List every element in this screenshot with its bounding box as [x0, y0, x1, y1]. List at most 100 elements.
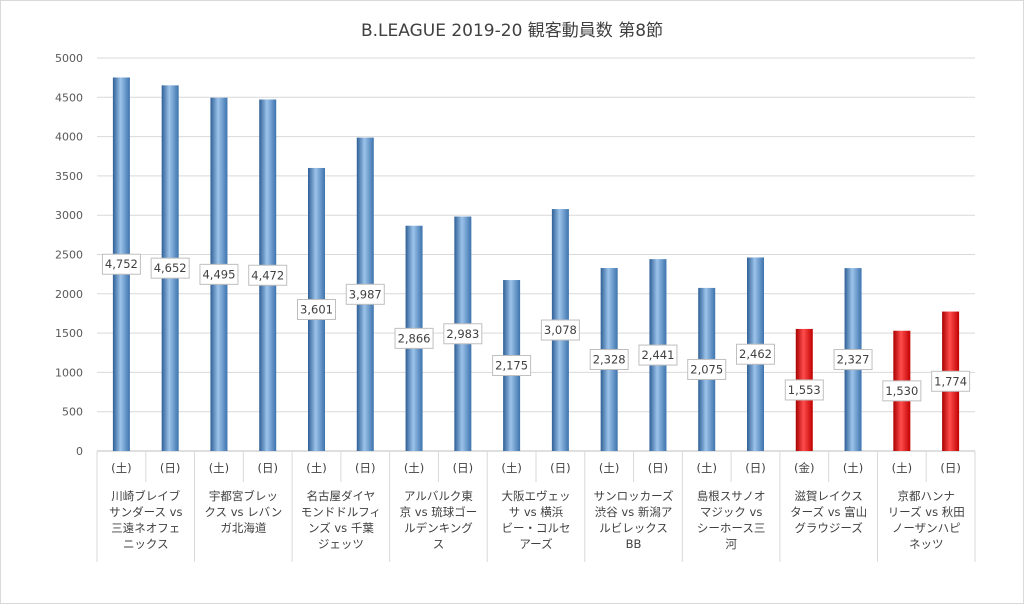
matchup-label: サンロッカーズ: [594, 489, 674, 503]
x-tick-label: (土): [209, 461, 229, 475]
matchup-label: ルデンキング: [404, 521, 473, 535]
data-labels: 4,752 4,652 4,495 4,472 3,601 3,987 2,866 2,983…: [101, 253, 971, 402]
data-label: 3,078: [544, 323, 577, 337]
data-label: 2,462: [739, 347, 772, 361]
data-label-box: [199, 263, 239, 285]
matchup-label: ジェッツ: [318, 537, 364, 551]
matchup-label: シーホース三: [697, 521, 765, 535]
x-tick-label: (土): [111, 461, 131, 475]
bars: [112, 77, 960, 452]
matchup-label: 滋賀レイクス: [794, 489, 862, 503]
y-tick-label: 3500: [55, 170, 83, 183]
data-label-box: [345, 283, 385, 305]
matchup-label: ガ北海道: [220, 521, 266, 535]
x-tick-label: (日): [940, 461, 960, 475]
data-label: 4,752: [105, 257, 138, 271]
matchup-label: 島根スサノオ: [697, 489, 766, 503]
data-label-box: [638, 344, 678, 366]
matchup-label: ンズ vs 千葉: [308, 521, 374, 535]
data-label: 2,441: [641, 348, 674, 362]
data-label-box: [443, 323, 483, 345]
data-label: 2,866: [398, 331, 431, 345]
x-tick-label: (土): [892, 461, 912, 475]
matchup-label: ビー・コルセ: [502, 521, 571, 535]
matchup-label: 大阪エヴェッ: [502, 489, 571, 503]
data-label: 2,327: [837, 353, 870, 367]
data-label-box: [736, 343, 775, 365]
chart-title: B.LEAGUE 2019-20 観客動員数 第8節: [360, 21, 664, 41]
data-label: 1,774: [934, 374, 967, 388]
y-tick-label: 4500: [55, 91, 83, 104]
y-tick-label: 1500: [55, 327, 83, 340]
matchup-label: ターズ vs 富山: [790, 505, 867, 519]
y-tick-label: 5000: [55, 52, 83, 65]
data-label: 4,495: [202, 267, 235, 281]
matchup-label: 名古屋ダイヤ: [307, 489, 376, 503]
data-label: 3,601: [300, 302, 333, 316]
data-label-box: [540, 319, 580, 341]
data-label-box: [687, 358, 727, 380]
matchup-label: サ vs 横浜: [509, 505, 564, 519]
data-label-box: [931, 370, 971, 392]
x-tick-label: (土): [696, 461, 716, 475]
x-tick-label: (土): [599, 461, 619, 475]
matchup-label: アーズ: [519, 537, 552, 551]
data-label: 4,472: [251, 268, 284, 282]
x-tick-label: (日): [257, 461, 277, 475]
matchup-label: ニックス: [123, 537, 169, 551]
data-label: 2,983: [446, 327, 479, 341]
matchup-label: 宇都宮ブレッ: [209, 489, 278, 503]
data-label-box: [589, 349, 629, 371]
data-label-box: [101, 253, 141, 275]
x-tick-label: (土): [404, 461, 424, 475]
y-tick-label: 2500: [55, 249, 83, 262]
data-label-box: [882, 380, 922, 402]
x-tick-label: (土): [501, 461, 521, 475]
matchup-label: リーズ vs 秋田: [888, 505, 965, 519]
y-tick-label: 0: [76, 445, 83, 458]
matchup-label: BB: [626, 537, 642, 551]
data-label: 1,553: [788, 383, 821, 397]
data-label-box: [248, 264, 288, 286]
matchup-label: 渋谷 vs 新潟ア: [595, 505, 673, 519]
matchup-label: ス: [433, 537, 445, 551]
matchup-label: 河: [725, 537, 737, 551]
x-tick-label: (日): [745, 461, 765, 475]
matchup-label: ネッツ: [909, 537, 944, 551]
x-tick-label: (日): [355, 461, 375, 475]
data-label-box: [394, 327, 434, 349]
x-tick-label: (日): [160, 461, 180, 475]
grid-lines: [97, 57, 975, 452]
x-tick-label: (金): [794, 461, 814, 475]
y-axis: 0 500 1000 1500 2000 2500 3000 3500 4000 4500 5000: [55, 52, 83, 458]
x-tick-label: (土): [843, 461, 863, 475]
matchup-label: 川崎ブレイブ: [111, 489, 180, 503]
matchup-label: ルビレックス: [599, 521, 668, 535]
matchup-label: 京都ハンナ: [897, 489, 955, 503]
matchup-label: クス vs レバン: [204, 505, 282, 519]
matchup-label: アルバルク東: [404, 489, 473, 503]
data-label-box: [833, 349, 873, 371]
data-label: 2,175: [495, 359, 528, 373]
x-tick-label: (土): [306, 461, 326, 475]
data-label: 2,075: [690, 362, 723, 376]
y-tick-label: 2000: [55, 288, 83, 301]
matchup-label: 三遠ネオフェ: [111, 521, 180, 535]
data-label-box: [297, 298, 336, 320]
x-axis: (土) (日) (土) (日) (土) (日) (土) (日) (土) (日) (土) (日) (土) (…: [96, 451, 976, 562]
data-label-box: [784, 379, 824, 401]
data-label: 1,530: [885, 384, 918, 398]
y-tick-label: 3000: [55, 209, 83, 222]
y-tick-label: 500: [62, 406, 83, 419]
data-label: 4,652: [154, 261, 187, 275]
data-label-box: [150, 257, 190, 279]
x-tick-label: (日): [453, 461, 473, 475]
data-label: 2,328: [593, 353, 626, 367]
matchup-label: サンダース vs: [109, 505, 182, 519]
y-tick-label: 4000: [55, 131, 83, 144]
x-tick-label: (日): [550, 461, 570, 475]
y-tick-label: 1000: [55, 366, 83, 379]
matchup-label: ノーザンハピ: [892, 521, 961, 535]
matchup-label: 京 vs 琉球ゴー: [400, 505, 478, 519]
